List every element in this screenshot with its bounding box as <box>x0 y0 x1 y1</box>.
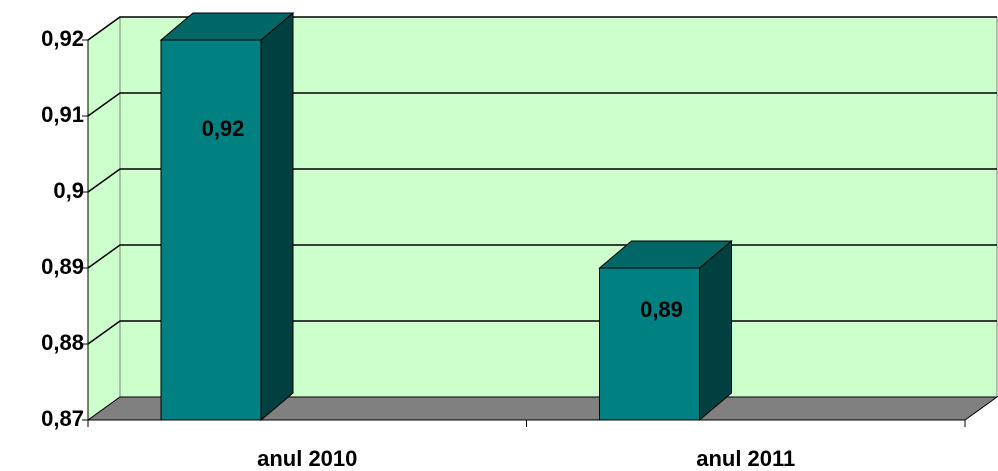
x-tick-label: anul 2011 <box>696 446 795 471</box>
bar <box>160 39 262 421</box>
y-tick-label: 0,88 <box>41 330 84 355</box>
bar-side <box>699 239 732 422</box>
data-label: 0,89 <box>640 297 683 322</box>
bar-side <box>260 11 294 422</box>
side-wall <box>87 16 121 421</box>
bar <box>599 267 700 421</box>
data-label: 0,92 <box>202 116 245 141</box>
y-tick-label: 0,92 <box>41 26 84 51</box>
y-tick-label: 0,89 <box>41 254 84 279</box>
y-tick-label: 0,9 <box>53 178 84 203</box>
grid-line <box>87 16 997 41</box>
x-tick-label: anul 2010 <box>257 446 357 471</box>
y-tick-label: 0,91 <box>41 102 84 127</box>
grid-line <box>87 92 997 117</box>
y-tick-label: 0,87 <box>41 406 84 431</box>
grid-line <box>87 168 997 193</box>
